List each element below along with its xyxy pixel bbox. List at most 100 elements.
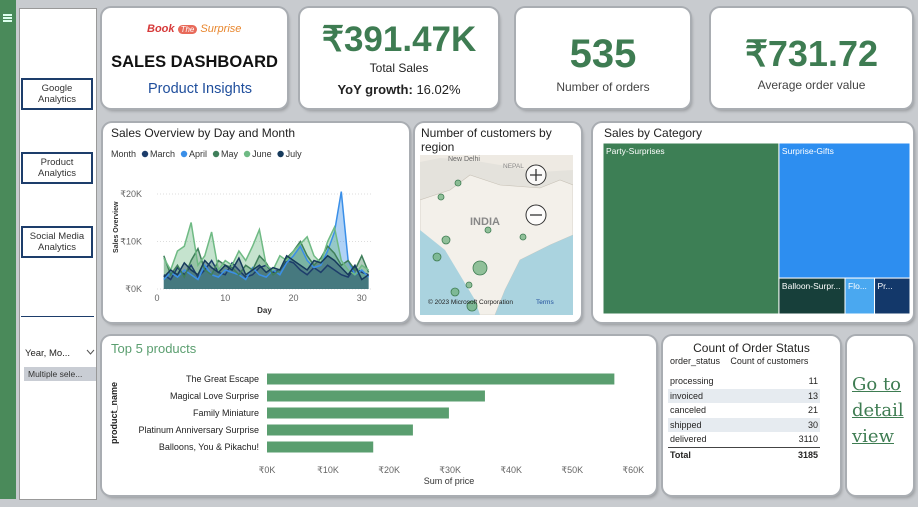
nav-button[interactable]: Social Media Analytics: [21, 226, 93, 258]
legend-label: April: [189, 149, 207, 159]
kpi-label: Number of orders: [556, 80, 650, 94]
legend-label: June: [252, 149, 272, 159]
x-axis-title: Sum of price: [424, 476, 475, 486]
treemap-tile: [778, 142, 911, 279]
x-tick-label: ₹40K: [500, 465, 522, 475]
y-axis-title: Sales Overview: [113, 201, 120, 253]
table-title: Count of Order Status: [693, 341, 810, 355]
area-fill: [163, 191, 369, 289]
logo-word: The: [177, 25, 198, 34]
x-tick-label: 10: [220, 293, 230, 303]
nav-button[interactable]: Product Analytics: [21, 152, 93, 184]
filter-value[interactable]: Multiple sele...: [24, 367, 96, 381]
kpi-value: ₹391.47K: [321, 20, 477, 59]
x-axis-title: Day: [257, 306, 272, 315]
nav-button[interactable]: Google Analytics: [21, 78, 93, 110]
legend-marker: [243, 150, 251, 158]
treemap-tile: [874, 277, 911, 315]
table-cell: order_status: [670, 356, 721, 366]
map-title: Number of customers by: [421, 126, 552, 140]
kpi-value: ₹731.72: [744, 33, 878, 74]
growth: YoY growth: 16.02%: [300, 82, 498, 97]
bar: [267, 424, 413, 436]
filter-label[interactable]: Year, Mo...: [25, 348, 71, 359]
map-label: NEPAL: [503, 163, 524, 170]
chart-title: Sales Overview by Day and Month: [111, 126, 295, 140]
table-cell: delivered: [670, 434, 707, 445]
kpi-card: ₹731.72 Average order value: [711, 8, 912, 108]
table-row: processing 11: [668, 374, 820, 389]
map-credit: © 2023 Microsoft Corporation: [428, 298, 513, 306]
growth-value: 16.02%: [416, 82, 461, 97]
map-bubble: [450, 287, 460, 297]
map-bubble: [441, 235, 451, 245]
link-card: Go to detail view: [847, 336, 913, 495]
table-row: shipped 30: [668, 417, 820, 432]
order-table: order_status Count of customers processing…: [668, 356, 820, 462]
y-tick-label: Magical Love Surprise: [170, 391, 259, 401]
map-label: New Delhi: [448, 156, 480, 163]
table-cell: Count of customers: [730, 356, 809, 366]
y-axis-title: product_name: [109, 382, 119, 444]
map-label: INDIA: [470, 216, 500, 228]
treemap-tile: [602, 142, 780, 315]
growth-label: YoY growth:: [337, 82, 413, 97]
y-tick-label: ₹0K: [125, 284, 142, 294]
y-tick-label: Balloons, You & Pikachu!: [159, 442, 259, 452]
treemap-tile: [778, 277, 846, 315]
legend-label: May: [221, 149, 239, 159]
table-row: delivered 3110: [668, 432, 820, 447]
table-cell: 3110: [798, 434, 818, 445]
x-tick-label: ₹20K: [378, 465, 400, 475]
tile-label: Party-Surprises: [606, 146, 665, 156]
y-tick-label: The Great Escape: [186, 374, 259, 384]
legend-marker: [180, 150, 188, 158]
table-row: canceled 21: [668, 403, 820, 418]
series-line: [163, 254, 370, 281]
subtitle: Product Insights: [148, 81, 252, 97]
map-title-part: Number of customers by: [421, 126, 552, 140]
bar: [267, 441, 374, 453]
table-cell: 21: [807, 405, 818, 416]
table-cell: shipped: [668, 417, 729, 432]
logo: Book The Surprise: [147, 23, 241, 35]
y-tick-label: Family Miniature: [193, 408, 259, 418]
map-base: [420, 155, 573, 315]
chart-title: Sales by Category: [604, 126, 702, 140]
table-card: Count of Order Status: [663, 336, 840, 495]
dashboard-title: SALES DASHBOARD: [111, 53, 278, 71]
series-line: [163, 191, 370, 281]
map-bubble: [432, 252, 442, 262]
tile-label: Pr...: [878, 281, 893, 291]
x-tick-label: ₹50K: [561, 465, 583, 475]
x-tick-label: ₹30K: [439, 465, 461, 475]
bar: [267, 407, 449, 419]
map-bubble: [484, 226, 492, 234]
table-row: invoiced 13: [668, 388, 820, 403]
x-tick-label: ₹10K: [317, 465, 339, 475]
header-card: Book The Surprise SALES DASHBOARD Produc…: [102, 8, 287, 108]
map-title: region: [421, 140, 454, 154]
map-terms: Terms: [536, 299, 554, 306]
legend-marker: [141, 150, 149, 158]
map-bubble: [437, 193, 445, 201]
table-cell: 3185: [728, 446, 820, 462]
legend-label: July: [286, 149, 303, 159]
logo-word: Book: [147, 23, 175, 35]
menu-icon[interactable]: [3, 14, 12, 16]
tile-label: Balloon-Surpr...: [782, 281, 841, 291]
x-tick-label: ₹0K: [259, 465, 276, 475]
legend-label: March: [150, 149, 175, 159]
logo-word: Surprise: [200, 23, 242, 35]
chevron[interactable]: [86, 348, 95, 356]
detail-link[interactable]: Go to detail view: [852, 374, 904, 447]
table-cell: 13: [728, 388, 820, 403]
table-cell: Total: [668, 446, 729, 462]
kpi-card: ₹391.47K Total Sales YoY growth: 16.02%: [300, 8, 498, 108]
table-cell: 30: [728, 417, 820, 432]
zoom-icon: [530, 169, 542, 181]
y-tick-label: Platinum Anniversary Surprise: [138, 425, 259, 435]
x-tick-label: ₹60K: [622, 465, 644, 475]
nav-strip: [0, 0, 16, 499]
